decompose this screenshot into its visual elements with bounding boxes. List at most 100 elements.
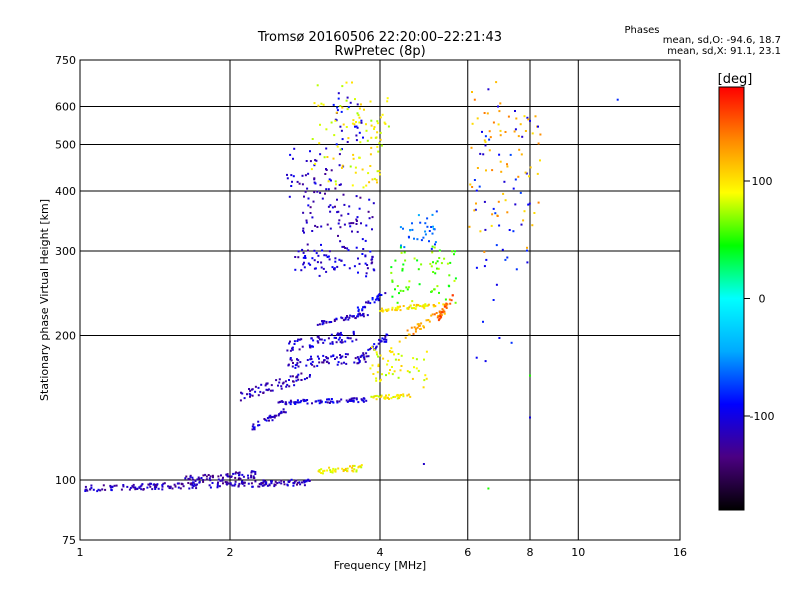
data-point	[300, 338, 303, 341]
data-point	[370, 119, 373, 122]
colorbar-ticks: 100 0 -100	[744, 175, 774, 423]
data-point	[302, 398, 305, 401]
data-point	[313, 177, 316, 180]
data-point	[323, 359, 325, 362]
data-point	[232, 472, 235, 475]
data-point	[385, 333, 388, 336]
data-point	[407, 333, 410, 336]
data-point	[338, 258, 341, 261]
data-point	[237, 484, 240, 487]
data-point	[349, 400, 352, 402]
data-point	[303, 261, 305, 264]
data-point	[502, 192, 505, 195]
data-point	[321, 249, 324, 252]
data-point	[282, 408, 285, 411]
data-point	[377, 294, 380, 297]
data-point	[483, 139, 486, 142]
data-point	[471, 91, 473, 93]
data-point	[185, 475, 188, 478]
data-point	[340, 356, 343, 359]
data-point	[334, 260, 337, 263]
data-point	[433, 246, 436, 249]
data-point	[410, 326, 413, 329]
data-point	[431, 313, 434, 316]
data-point	[360, 464, 363, 467]
data-point	[356, 103, 359, 106]
data-point	[396, 301, 399, 304]
data-point	[529, 374, 531, 377]
data-point	[297, 378, 300, 381]
data-point	[365, 275, 368, 278]
data-point	[341, 85, 344, 88]
data-point	[358, 262, 361, 265]
data-point	[296, 401, 299, 404]
data-point	[359, 103, 362, 106]
data-point	[313, 259, 316, 262]
data-point	[359, 312, 361, 315]
data-point	[484, 144, 487, 147]
data-point	[389, 351, 392, 354]
data-point	[282, 381, 285, 384]
data-point	[328, 178, 331, 181]
data-point	[518, 148, 521, 151]
data-point	[378, 170, 381, 173]
data-point	[439, 311, 442, 313]
data-point	[420, 263, 423, 266]
data-point	[387, 125, 390, 128]
data-point	[292, 362, 294, 364]
data-point	[438, 249, 441, 252]
y-tick-label: 600	[55, 101, 76, 114]
data-point	[341, 245, 344, 248]
data-point	[425, 304, 428, 307]
data-point	[341, 138, 344, 141]
data-point	[192, 485, 195, 487]
data-point	[433, 288, 436, 291]
data-point	[384, 396, 387, 399]
data-point	[297, 256, 300, 259]
data-point	[537, 125, 539, 128]
data-point	[526, 261, 529, 264]
data-point	[498, 224, 501, 227]
data-point	[348, 267, 351, 270]
data-point	[336, 211, 339, 214]
data-point	[270, 384, 273, 387]
data-point	[334, 119, 337, 122]
data-point	[285, 385, 288, 388]
colorbar-tick-label: 100	[752, 175, 773, 188]
data-point	[355, 121, 357, 123]
data-point	[309, 374, 311, 376]
data-point	[496, 215, 499, 217]
data-point	[306, 377, 308, 380]
data-point	[327, 188, 330, 191]
data-point	[351, 315, 354, 318]
data-point	[442, 303, 445, 306]
data-point	[340, 362, 343, 365]
data-point	[400, 251, 403, 254]
data-point	[290, 185, 293, 187]
data-point	[520, 153, 523, 156]
data-point	[295, 379, 298, 382]
data-point	[422, 325, 425, 328]
data-point	[377, 297, 380, 300]
data-point	[191, 486, 194, 489]
data-point	[314, 267, 317, 270]
data-point	[429, 262, 432, 265]
data-point	[514, 110, 516, 112]
data-point	[362, 353, 365, 356]
data-point	[296, 358, 298, 361]
data-point	[476, 117, 479, 120]
data-point	[292, 380, 295, 383]
data-point	[364, 255, 367, 258]
data-point	[301, 345, 304, 348]
data-point	[360, 222, 362, 225]
x-tick-label: 1	[77, 546, 84, 559]
data-point	[265, 388, 268, 391]
data-point	[235, 471, 237, 474]
data-point	[334, 180, 337, 183]
data-point	[349, 165, 352, 168]
data-point	[367, 300, 370, 303]
data-point	[376, 120, 379, 123]
data-point	[357, 358, 360, 361]
data-point	[320, 261, 323, 264]
